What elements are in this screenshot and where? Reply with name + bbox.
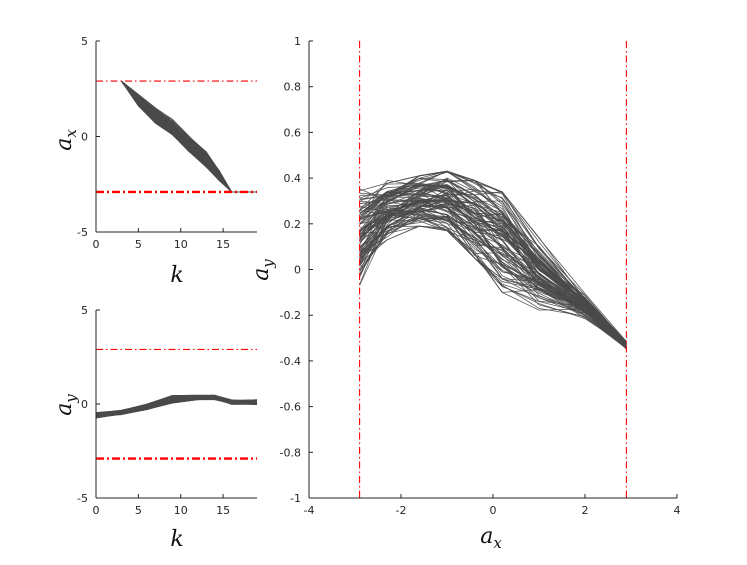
trajectory-line (359, 225, 627, 350)
trajectory-line (95, 394, 258, 415)
ay-vs-k-panel: 0 5 10 15 -5 0 5 k ay (52, 304, 258, 552)
x-tick-label: -4 (304, 504, 315, 517)
ay-ax-xlabel-main: a (480, 524, 493, 549)
trajectory-line (359, 218, 627, 347)
x-tick-label: 0 (490, 504, 497, 517)
trajectory-line (359, 215, 627, 347)
ax-vs-k-axes: 0 5 10 15 -5 0 5 (77, 35, 257, 251)
trajectory-line (359, 177, 627, 343)
y-tick-label: -1 (290, 492, 301, 505)
x-tick-label: 15 (216, 238, 230, 251)
trajectory-line (359, 171, 627, 344)
ax-ylabel-sub: x (62, 129, 80, 138)
x-tick-label: 0 (93, 504, 100, 517)
y-tick-label: 0.4 (284, 172, 302, 185)
trajectory-line (359, 218, 627, 345)
trajectory-line (121, 80, 257, 193)
trajectory-line (359, 225, 627, 349)
trajectory-line (359, 185, 627, 342)
x-tick-label: 10 (174, 504, 188, 517)
ay-vs-k-axes: 0 5 10 15 -5 0 5 (77, 304, 257, 517)
y-tick-label: 5 (81, 35, 88, 48)
y-tick-label: 0 (294, 264, 301, 277)
ay-vs-ax-xlabel: ax (480, 524, 502, 552)
x-tick-label: 15 (216, 504, 230, 517)
ay-vs-k-xlabel: k (170, 527, 183, 552)
trajectory-line (359, 207, 627, 348)
y-tick-label: 0 (81, 131, 88, 144)
ay-trajectories (95, 394, 258, 419)
x-tick-label: 5 (135, 238, 142, 251)
ay-vs-ax-ylabel: ay (249, 259, 277, 281)
ax-ylabel-main: a (52, 138, 77, 151)
y-tick-label: -5 (77, 226, 88, 239)
ay-ylabel-main: a (52, 403, 77, 416)
trajectory-line (359, 201, 627, 348)
ay-vs-ax-panel: -4 -2 0 2 4-1-0.8-0.6-0.4-0.200.20.40.60.81 … (249, 35, 681, 552)
y-tick-label: 0.2 (284, 218, 302, 231)
y-tick-label: -0.8 (280, 446, 301, 459)
trajectory-line (359, 204, 627, 347)
ax-limit-lines (96, 80, 257, 194)
y-tick-label: 5 (81, 304, 88, 317)
trajectory-line (359, 185, 627, 344)
trajectory-line (359, 225, 627, 349)
x-tick-label: 4 (674, 504, 681, 517)
y-tick-label: 0.8 (284, 81, 302, 94)
y-tick-label: 1 (294, 35, 301, 48)
y-tick-label: -5 (77, 492, 88, 505)
ay-limit-lines (96, 348, 257, 460)
y-tick-label: 0 (81, 398, 88, 411)
y-tick-label: -0.6 (280, 401, 301, 414)
x-tick-label: 10 (174, 238, 188, 251)
x-tick-label: 0 (93, 238, 100, 251)
ax-vs-k-ylabel: ax (52, 129, 80, 151)
trajectory-line (359, 195, 627, 346)
trajectory-line (359, 216, 627, 349)
ay-ax-limit-lines (359, 41, 627, 498)
trajectory-line (359, 225, 627, 347)
ay-ax-trajectories (359, 170, 627, 350)
y-tick-label: 0.6 (284, 126, 302, 139)
ay-ylabel-sub: y (62, 394, 80, 404)
ax-vs-k-panel: 0 5 10 15 -5 0 5 k ax (52, 35, 257, 288)
ax-vs-k-xlabel: k (170, 263, 183, 288)
trajectory-line (359, 207, 627, 346)
trajectory-line (359, 214, 627, 348)
y-tick-label: -0.4 (280, 355, 301, 368)
ax-trajectories (121, 80, 257, 193)
x-tick-label: 5 (135, 504, 142, 517)
ay-ax-ylabel-sub: y (259, 259, 277, 269)
trajectory-line (359, 219, 627, 349)
x-tick-label: -2 (396, 504, 407, 517)
trajectory-line (95, 398, 258, 418)
ay-ax-xlabel-sub: x (493, 534, 502, 552)
ay-vs-ax-axes: -4 -2 0 2 4 -1 -0.8 -0.6 -0.4 -0.2 0 0.2 0.4 0.6 0.8 1 (280, 35, 681, 517)
ay-ax-ylabel-main: a (249, 268, 274, 281)
y-tick-label: -0.2 (280, 309, 301, 322)
x-tick-label: 2 (582, 504, 589, 517)
trajectory-line (359, 170, 627, 345)
ay-vs-k-ylabel: ay (52, 394, 80, 416)
trajectory-line (121, 80, 257, 193)
trajectory-line (359, 206, 627, 344)
